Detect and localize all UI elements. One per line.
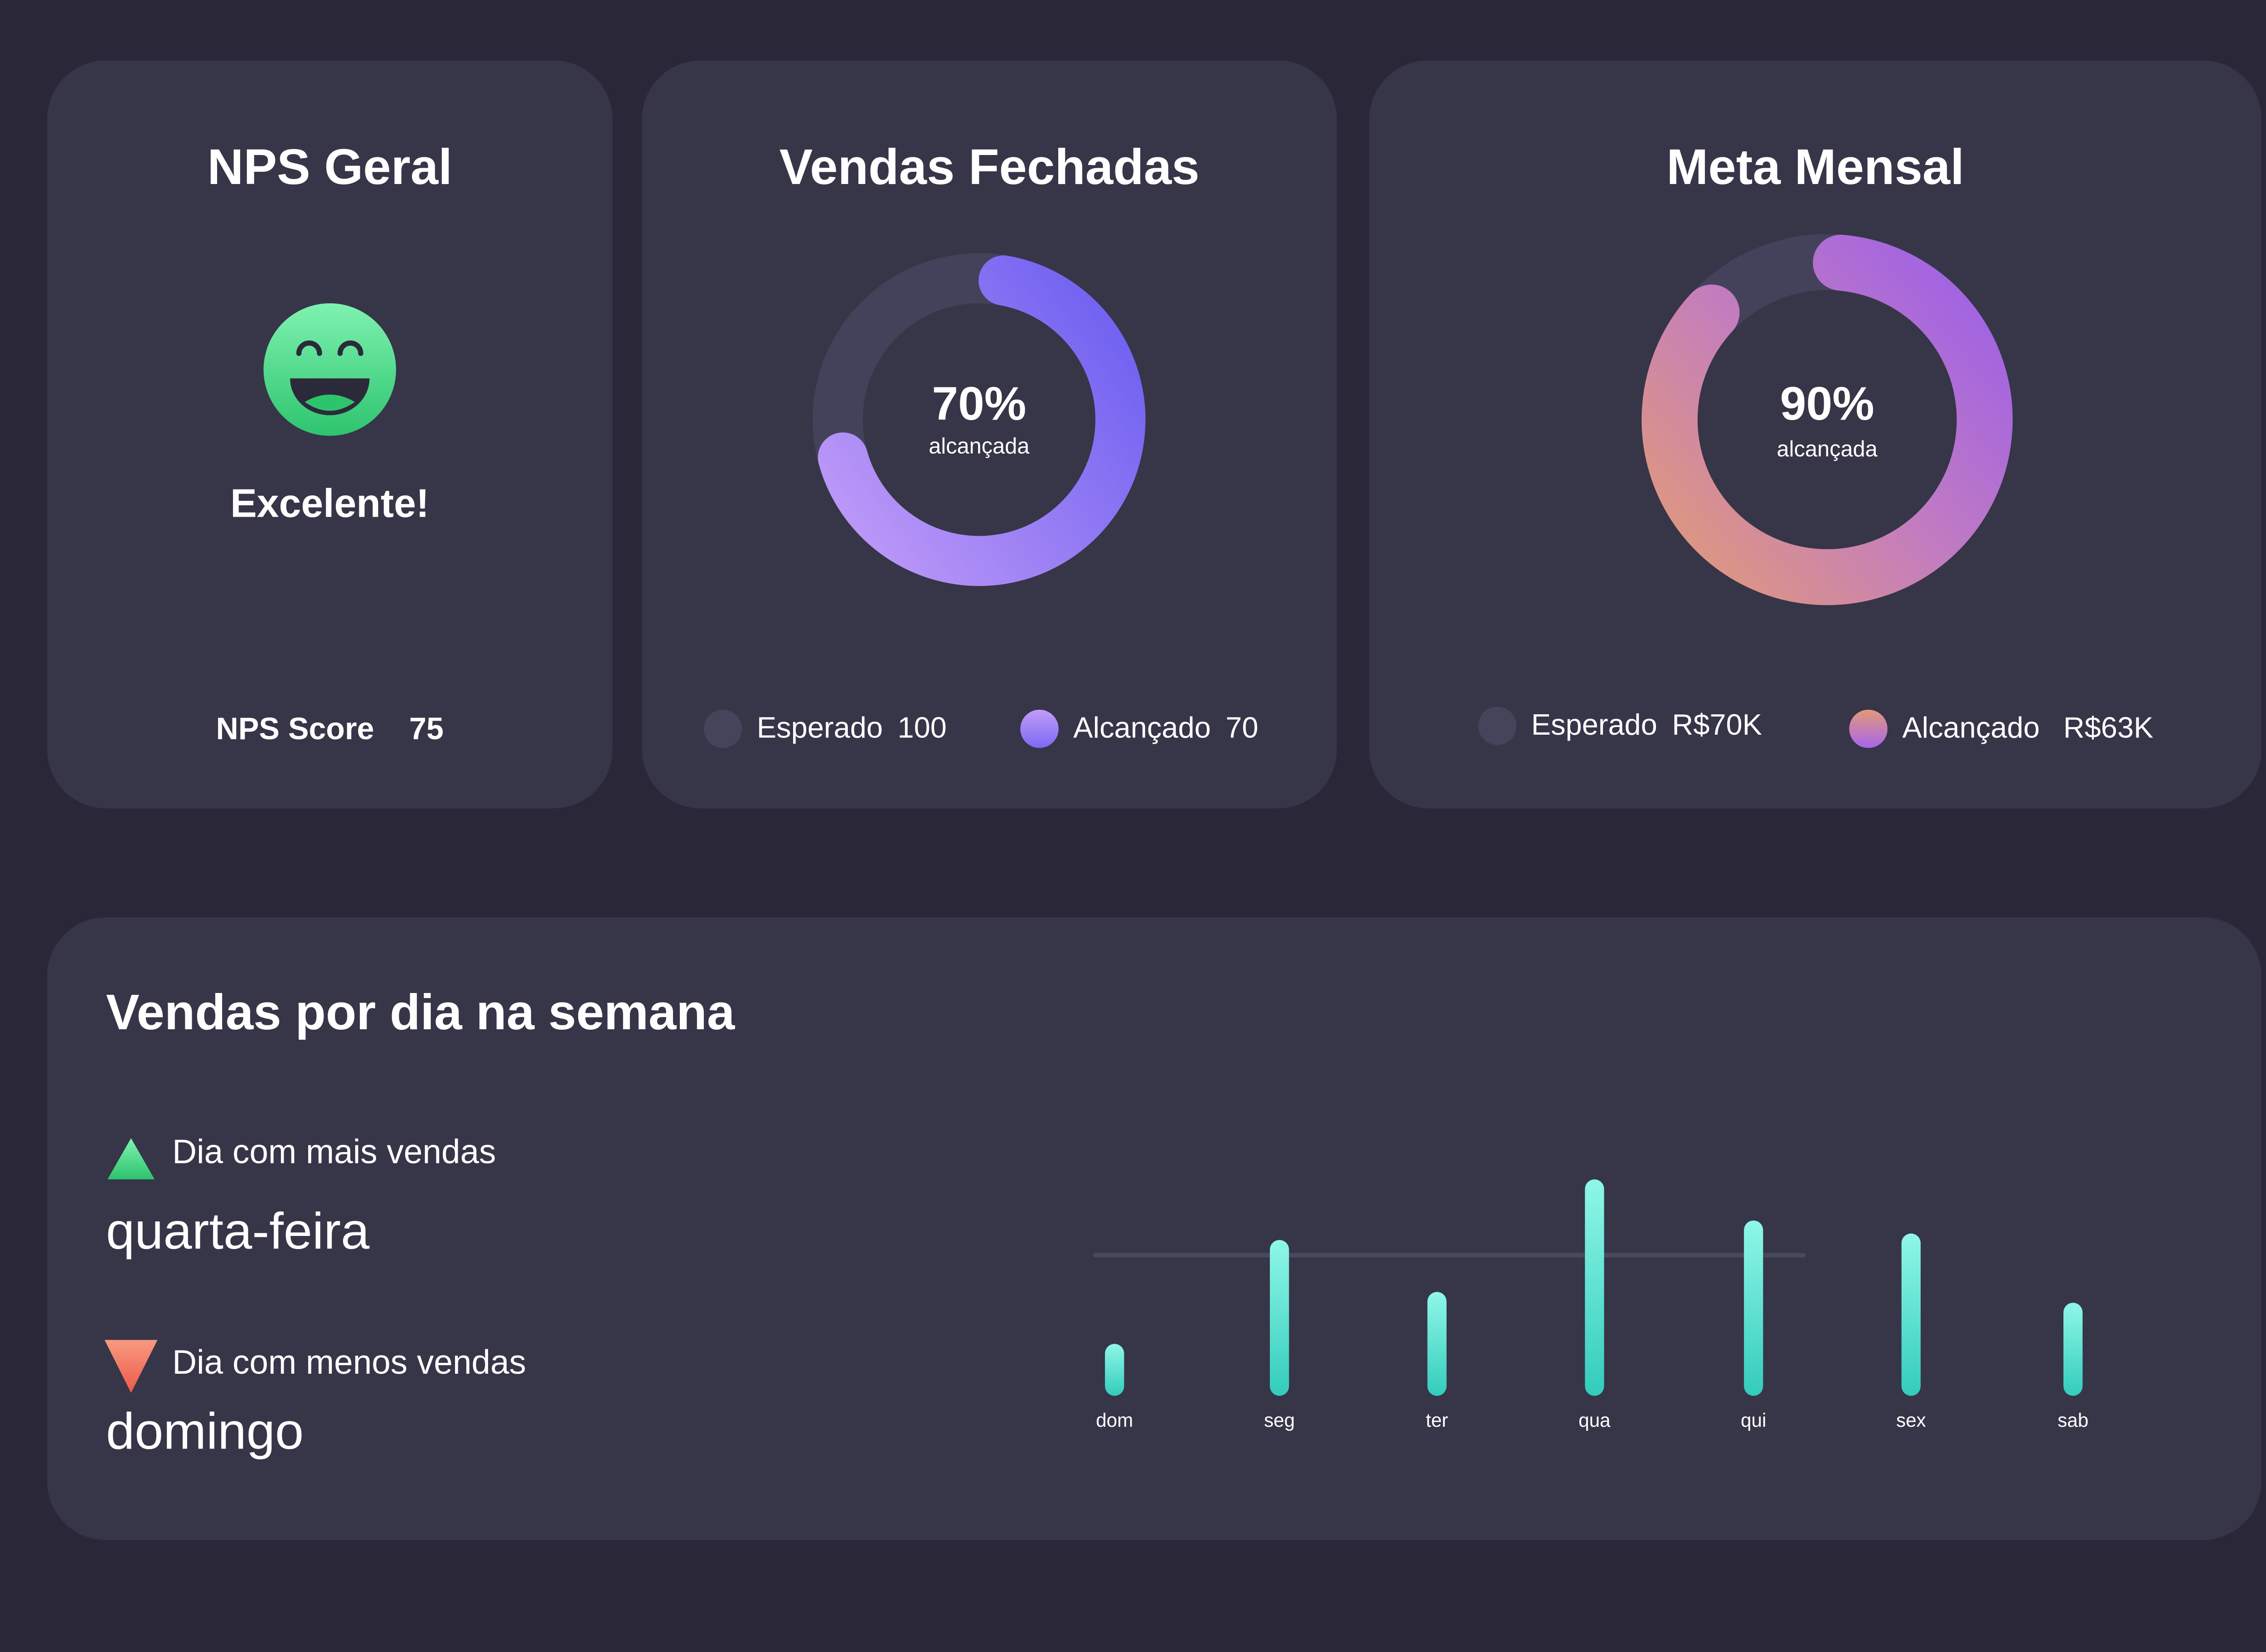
- bar-dom: [1105, 1344, 1124, 1396]
- nps-score-value: 75: [409, 712, 444, 747]
- legend-label: Alcançado: [1902, 712, 2040, 745]
- meta-percent: 90%: [1780, 377, 1874, 430]
- tick-label-ter: ter: [1426, 1410, 1448, 1431]
- legend-dot-esperado: [1478, 707, 1517, 745]
- legend-esperado: Esperado 100: [703, 709, 947, 748]
- vendas-progress-arc: [813, 253, 1146, 586]
- meta-sub: alcançada: [1777, 437, 1878, 463]
- semana-title: Vendas por dia na semana: [106, 985, 735, 1041]
- best-day-value: quarta-feira: [106, 1203, 370, 1260]
- bar-qui: [1744, 1220, 1763, 1396]
- tick-label-sab: sab: [2058, 1410, 2088, 1431]
- nps-score: NPS Score 75: [47, 712, 613, 748]
- legend-esperado: Esperado R$70K: [1478, 707, 1762, 745]
- meta-card: Meta Mensal 90% alcançada Esperado R$70K…: [1369, 60, 2262, 809]
- bar-sex: [1901, 1233, 1921, 1396]
- smiley-icon: [263, 303, 396, 436]
- legend-dot-esperado: [703, 709, 742, 748]
- legend-dot-alcancado: [1849, 709, 1888, 748]
- vendas-title: Vendas Fechadas: [779, 140, 1200, 196]
- legend-dot-alcancado: [1020, 709, 1059, 748]
- bar-chart: dom seg ter qua qui sex sab: [1093, 1179, 2088, 1431]
- nps-title: NPS Geral: [207, 140, 452, 196]
- bar-ter: [1427, 1292, 1447, 1396]
- tick-label-seg: seg: [1264, 1410, 1295, 1431]
- bar-sab: [2063, 1303, 2083, 1396]
- tick-label-sex: sex: [1896, 1410, 1926, 1431]
- nps-status: Excelente!: [230, 481, 430, 526]
- legend-alcancado: Alcançado R$63K: [1849, 709, 2154, 748]
- meta-donut: [1641, 234, 2013, 606]
- vendas-sub: alcançada: [929, 434, 1030, 460]
- legend-value: 100: [897, 712, 947, 745]
- nps-card: NPS Geral Excelente! NPS Score 75: [47, 60, 613, 809]
- legend-label: Esperado: [1531, 709, 1657, 741]
- nps-score-label: NPS Score: [216, 712, 374, 747]
- tick-label-qua: qua: [1578, 1410, 1611, 1431]
- worst-day-value: domingo: [106, 1403, 304, 1461]
- legend-value: R$70K: [1672, 709, 1762, 741]
- vendas-percent: 70%: [932, 377, 1026, 430]
- semana-card: Vendas por dia na semana Dia com mais ve…: [47, 917, 2262, 1541]
- legend-value: R$63K: [2063, 712, 2154, 745]
- bar-qua: [1585, 1179, 1604, 1396]
- meta-title: Meta Mensal: [1666, 140, 1965, 196]
- legend-label: Esperado: [756, 712, 883, 745]
- legend-label: Alcançado: [1073, 712, 1211, 745]
- bar-seg: [1270, 1240, 1289, 1396]
- vendas-donut: [813, 253, 1146, 586]
- legend-value: 70: [1225, 712, 1259, 745]
- triangle-down-icon: [104, 1340, 158, 1393]
- tick-label-dom: dom: [1096, 1410, 1133, 1431]
- meta-progress-arc: [1641, 234, 2013, 606]
- worst-day-label: Dia com menos vendas: [172, 1342, 526, 1381]
- tick-label-qui: qui: [1741, 1410, 1766, 1431]
- triangle-up-icon: [107, 1138, 155, 1180]
- best-day-label: Dia com mais vendas: [172, 1132, 496, 1171]
- legend-alcancado: Alcançado 70: [1020, 709, 1259, 748]
- vendas-card: Vendas Fechadas 70% alcançada Esperado 1…: [642, 60, 1337, 809]
